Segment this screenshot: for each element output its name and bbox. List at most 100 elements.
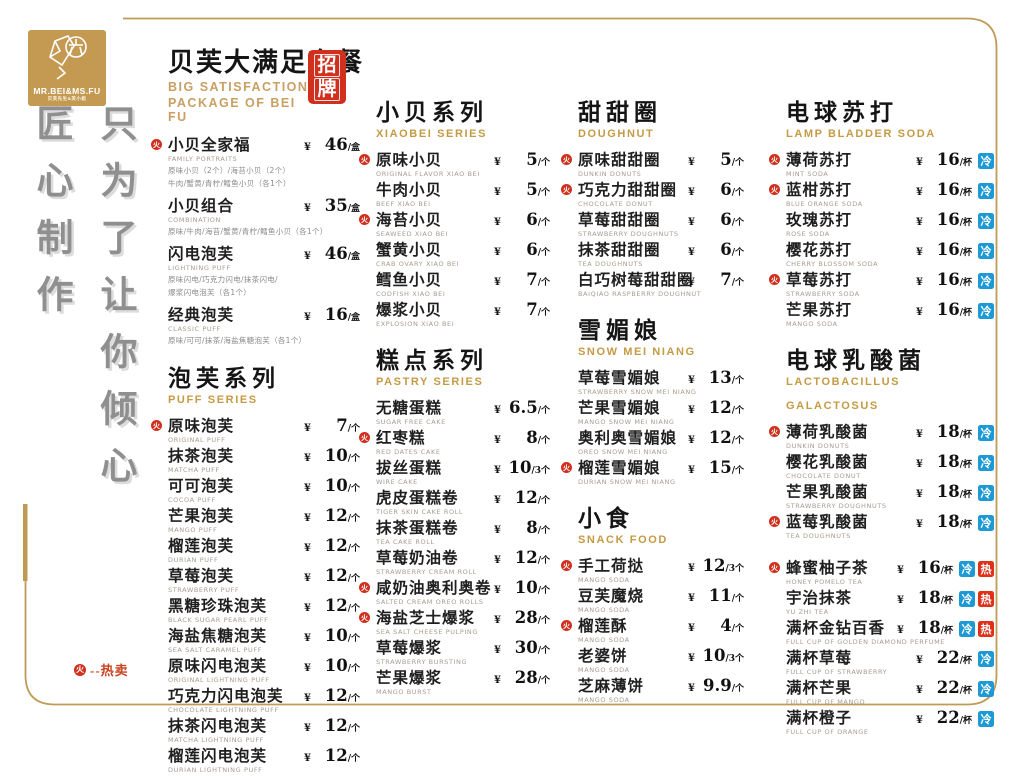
price-unit: /个 [537,436,550,446]
currency-symbol: ¥ [688,653,695,664]
hot-flame-icon: 火 [769,516,780,527]
price-amount: 5 [720,150,732,169]
menu-item-main: 海盐芝士爆浆 ¥28/个 [376,609,550,627]
menu-item: 芒果乳酸菌 ¥18/杯冷 STRAWBERRY DOUGHNUTS [786,483,994,510]
item-name: 无糖蛋糕 [376,400,443,417]
menu-item: 抹茶泡芙 ¥10/个 MATCHA PUFF [168,447,360,474]
price-amount: 15 [708,458,732,477]
item-name-english: ORIGINAL PUFF [168,436,226,444]
cold-badge: 冷 [978,302,994,319]
menu-item: 宇治抹茶 ¥18/杯冷热 YU ZHI TEA [786,589,994,616]
menu-item: 火榴莲酥 ¥4/个 MANGO SODA [561,616,744,644]
menu-item-main: 芝麻薄饼 ¥9.9/个 [578,677,744,695]
menu-column-4: 电球苏打 LAMP BLADDER SODA 火薄荷苏打 ¥16/杯冷 MINT SOD… [769,100,994,740]
menu-item: 无糖蛋糕 ¥6.5/个 SUGAR FREE CAKE [376,399,550,426]
menu-section-puff-series: 泡芙系列 PUFF SERIES 火原味泡芙 ¥7/个 ORIGINAL PUFF 抹茶泡… [151,366,360,774]
hot-sale-legend: 火 --热卖 [74,660,129,679]
price-unit: /个 [731,218,744,228]
hot-flame-icon: 火 [74,663,86,676]
item-name-english: SALTED CREAM OREO ROLLS [376,598,484,606]
item-description: 爆浆闪电泡芙（各1个） [168,288,252,297]
item-name: 经典泡芙 [168,307,235,324]
hot-flame-icon: 火 [561,184,572,195]
currency-symbol: ¥ [688,217,695,228]
menu-item: 白巧树莓甜甜圈 ¥7/个 BAIQIAO RASPBERRY DOUGHNUT [578,271,744,298]
item-price: ¥12/3个 [688,557,744,574]
price-amount: 6 [720,240,732,259]
menu-item-main: 白巧树莓甜甜圈 ¥7/个 [578,271,744,289]
hot-flame-icon: 火 [561,462,572,473]
menu-item-main: 榴莲酥 ¥4/个 [578,616,744,635]
item-price: ¥6/个 [688,181,744,198]
item-name-english: MANGO PUFF [168,526,218,534]
price-amount: 4 [720,616,732,635]
signature-title: 贝芙大满足套餐 [168,48,365,77]
currency-symbol: ¥ [304,663,311,674]
item-price: ¥16/杯 [916,211,972,228]
price-amount: 12 [324,686,348,705]
price-unit: /盒 [347,143,360,153]
menu-item-main: 宇治抹茶 ¥18/杯冷热 [786,589,994,607]
menu-item: 火薄荷乳酸菌 ¥18/杯冷 DUNKIN DONUTS [769,423,994,450]
menu-item-main: 草莓苏打 ¥16/杯冷 [786,271,994,289]
item-name-english: SEAWEED XIAO BEI [376,230,449,238]
menu-item: 火巧克力甜甜圈 ¥6/个 CHOCOLATE DONUT [561,181,744,208]
price-unit: /杯 [959,656,972,666]
menu-section-signature-package: 贝芙大满足套餐 BIG SATISFACTION PACKAGE OF BEI FU… [151,48,365,346]
item-name: 奥利奥雪媚娘 [578,430,678,447]
item-name: 榴莲酥 [578,618,628,635]
menu-item: 蟹黄小贝 ¥6/个 CRAB OVARY XIAO BEI [376,241,550,268]
signboard-badge: 招牌 [308,50,346,104]
price-unit: /杯 [959,218,972,228]
menu-item-main: 巧克力闪电泡芙 ¥12/个 [168,686,360,705]
price-amount: 12 [324,566,348,585]
item-name-english: MANGO SODA [578,576,630,584]
item-name-english: CLASSIC PUFF [168,325,221,333]
item-price: ¥10/3个 [688,647,744,664]
item-name-english: TIGER SKIN CAKE ROLL [376,508,464,516]
item-name-english: DURIAN SNOW MEI NIANG [578,478,676,486]
item-price: ¥18/杯 [916,453,972,470]
item-name-english: BLACK SUGAR PEARL PUFF [168,616,269,624]
item-name-english: BAIQIAO RASPBERRY DOUGHNUT [578,290,702,298]
item-price: ¥16/杯 [916,151,972,168]
item-price: ¥6/个 [494,241,550,258]
price-unit: /杯 [959,158,972,168]
currency-symbol: ¥ [688,277,695,288]
section-title-puff-series: 泡芙系列 [168,366,280,391]
item-name: 原味闪电泡芙 [168,658,268,675]
hot-flame-icon: 火 [359,154,370,165]
menu-item-main: 小贝全家福 ¥46/盒 [168,136,360,154]
item-name: 牛肉小贝 [376,182,443,199]
menu-item-main: 巧克力甜甜圈 ¥6/个 [578,181,744,199]
currency-symbol: ¥ [688,435,695,446]
menu-item: 火小贝全家福 ¥46/盒 FAMILY PORTRAITS 原味小贝（2个）/海苔小贝… [151,136,360,189]
hot-flame-icon: 火 [359,432,370,443]
item-price: ¥10/个 [494,579,550,596]
menu-item-main: 芒果爆浆 ¥28/个 [376,669,550,687]
item-name: 抹茶闪电泡芙 [168,718,268,735]
currency-symbol: ¥ [494,525,501,536]
currency-symbol: ¥ [304,513,311,524]
signboard-char: 牌 [314,77,340,101]
price-unit: /个 [731,158,744,168]
beifu-monogram-icon [49,35,87,80]
menu-item-main: 拔丝蛋糕 ¥10/3个 [376,459,550,477]
menu-item: 草莓雪媚娘 ¥13/个 STRAWBERRY SNOW MEI NIANG [578,369,744,396]
price-unit: /个 [731,436,744,446]
item-name-english: SUGAR FREE CAKE [376,418,446,426]
slogan-right-column: 只为了让你倾心 [94,104,135,503]
section-subtitle-snow-mei-niang: SNOW MEI NIANG [578,346,696,358]
item-price: ¥6.5/个 [494,399,550,416]
price-unit: /个 [537,646,550,656]
hot-sale-legend-label: --热卖 [90,663,129,678]
temperature-badges: 冷热 [959,620,994,637]
price-amount: 6 [720,210,732,229]
item-name-english: COCOA PUFF [168,496,216,504]
menu-item: 爆浆小贝 ¥7/个 EXPLOSION XIAO BEI [376,301,550,328]
menu-item: 火原味甜甜圈 ¥5/个 DUNKIN DONUTS [561,150,744,178]
price-unit: /个 [537,406,550,416]
currency-symbol: ¥ [688,593,695,604]
item-description: 原味/牛肉/海苔/蟹黄/青柠/鳕鱼小贝（各1个） [168,227,328,236]
item-price: ¥16/杯 [916,271,972,288]
